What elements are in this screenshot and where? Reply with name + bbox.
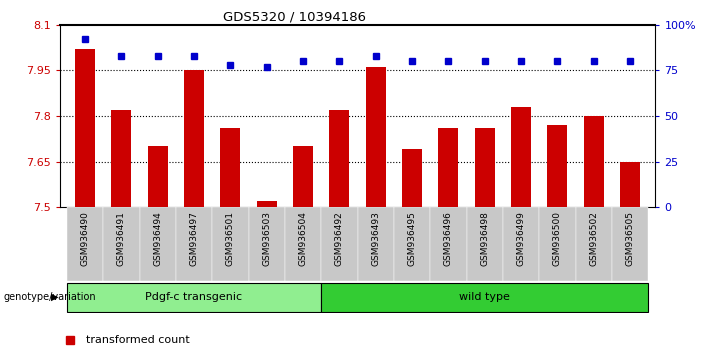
- Bar: [503, 207, 539, 281]
- Bar: [212, 207, 249, 281]
- Text: GSM936496: GSM936496: [444, 211, 453, 266]
- Bar: [475, 128, 495, 207]
- Bar: [111, 110, 131, 207]
- Text: GSM936501: GSM936501: [226, 211, 235, 266]
- Bar: [67, 283, 321, 312]
- Text: GSM936500: GSM936500: [553, 211, 562, 266]
- Text: GSM936498: GSM936498: [480, 211, 489, 266]
- Text: GSM936497: GSM936497: [189, 211, 198, 266]
- Bar: [321, 283, 648, 312]
- Bar: [249, 207, 285, 281]
- Text: GSM936499: GSM936499: [517, 211, 526, 266]
- Bar: [148, 146, 168, 207]
- Bar: [584, 116, 604, 207]
- Text: GSM936493: GSM936493: [371, 211, 380, 266]
- Bar: [539, 207, 576, 281]
- Text: ▶: ▶: [50, 292, 58, 302]
- Text: GSM936490: GSM936490: [81, 211, 90, 266]
- Bar: [366, 67, 386, 207]
- Bar: [430, 207, 466, 281]
- Bar: [438, 128, 458, 207]
- Bar: [511, 107, 531, 207]
- Bar: [184, 70, 204, 207]
- Bar: [466, 207, 503, 281]
- Bar: [176, 207, 212, 281]
- Text: GSM936504: GSM936504: [299, 211, 308, 266]
- Bar: [547, 125, 567, 207]
- Text: GSM936505: GSM936505: [625, 211, 634, 266]
- Bar: [67, 207, 103, 281]
- Bar: [329, 110, 349, 207]
- Text: Pdgf-c transgenic: Pdgf-c transgenic: [145, 292, 243, 302]
- Text: GSM936494: GSM936494: [154, 211, 162, 266]
- Text: GSM936502: GSM936502: [589, 211, 598, 266]
- Bar: [402, 149, 422, 207]
- Bar: [75, 49, 95, 207]
- Text: GDS5320 / 10394186: GDS5320 / 10394186: [223, 11, 366, 24]
- Text: GSM936491: GSM936491: [117, 211, 126, 266]
- Bar: [103, 207, 139, 281]
- Text: transformed count: transformed count: [86, 335, 190, 345]
- Text: GSM936492: GSM936492: [335, 211, 344, 266]
- Bar: [620, 161, 640, 207]
- Bar: [220, 128, 240, 207]
- Bar: [285, 207, 321, 281]
- Text: GSM936495: GSM936495: [407, 211, 416, 266]
- Text: wild type: wild type: [459, 292, 510, 302]
- Bar: [358, 207, 394, 281]
- Text: GSM936503: GSM936503: [262, 211, 271, 266]
- Bar: [394, 207, 430, 281]
- Bar: [321, 207, 358, 281]
- Bar: [139, 207, 176, 281]
- Bar: [293, 146, 313, 207]
- Bar: [257, 201, 277, 207]
- Text: genotype/variation: genotype/variation: [4, 292, 96, 302]
- Bar: [576, 207, 612, 281]
- Bar: [612, 207, 648, 281]
